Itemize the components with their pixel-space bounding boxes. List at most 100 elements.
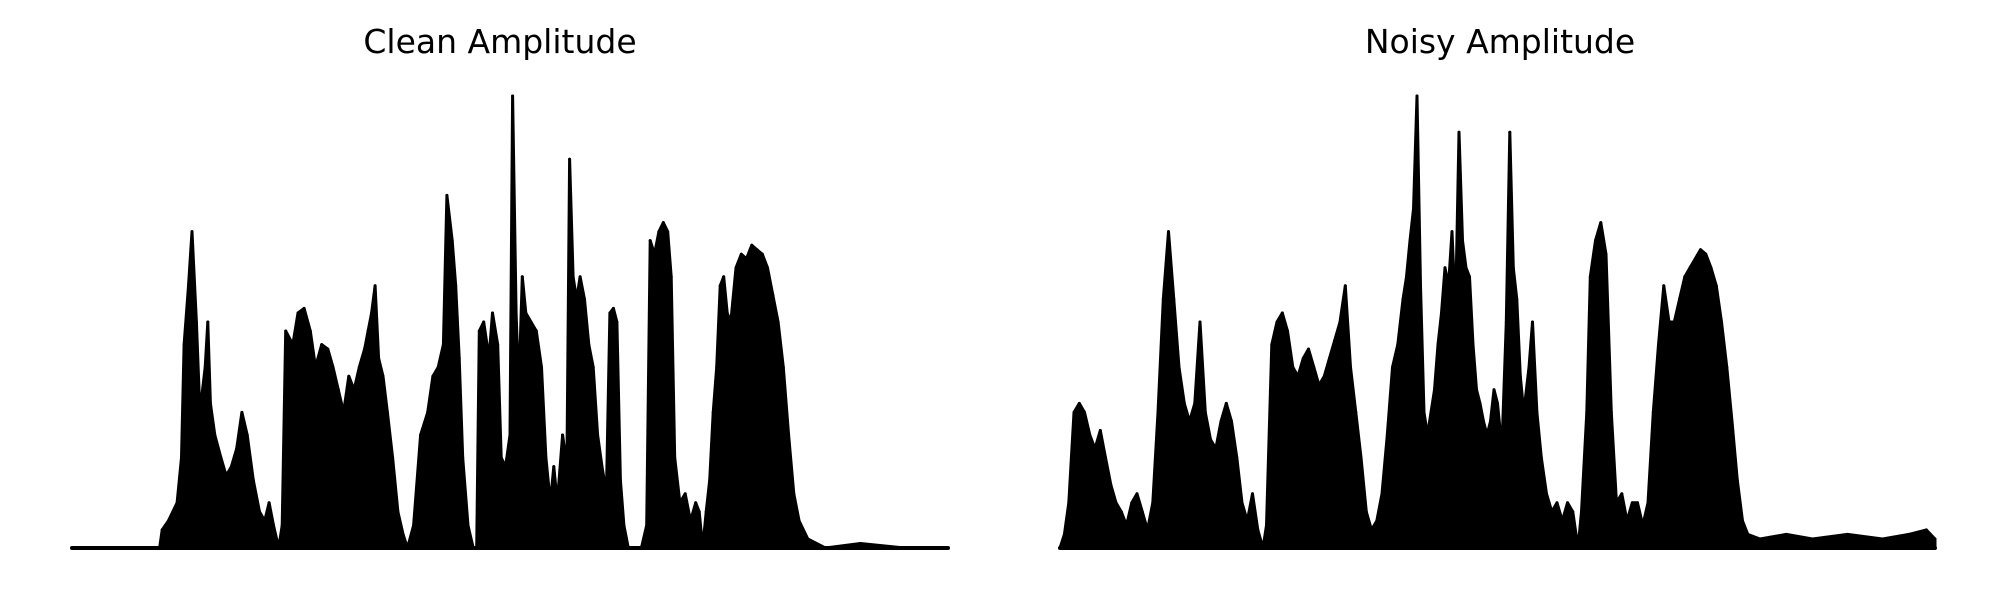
amplitude-point (1641, 523, 1645, 527)
amplitude-point (1156, 410, 1160, 414)
amplitude-point (648, 239, 652, 243)
amplitude-point (1735, 478, 1739, 482)
amplitude-point (534, 329, 538, 333)
amplitude-point (1265, 523, 1268, 527)
amplitude-point (766, 266, 769, 270)
amplitude-area (70, 94, 950, 550)
amplitude-point (600, 465, 604, 469)
amplitude-point (781, 365, 785, 369)
amplitude-point (639, 546, 643, 550)
amplitude-point (1172, 297, 1176, 301)
amplitude-point (477, 329, 481, 333)
amplitude-point (284, 329, 288, 333)
amplitude-point (1545, 492, 1548, 496)
amplitude-point (224, 474, 228, 478)
amplitude-point (858, 542, 862, 545)
amplitude-point (1328, 356, 1331, 360)
amplitude-point (1209, 438, 1212, 441)
amplitude-point (291, 343, 295, 347)
amplitude-point (611, 306, 615, 310)
amplitude-point (548, 501, 552, 505)
amplitude-point (1296, 374, 1300, 378)
amplitude-point (697, 510, 701, 514)
amplitude-point (1307, 347, 1310, 351)
amplitude-point (704, 510, 708, 514)
amplitude-point (1088, 433, 1092, 437)
amplitude-point (1667, 320, 1671, 324)
amplitude-point (1464, 266, 1468, 270)
amplitude-point (1504, 320, 1508, 324)
amplitude-point (1224, 401, 1228, 405)
amplitude-point (280, 523, 284, 527)
amplitude-point (760, 252, 764, 256)
amplitude-point (258, 510, 261, 514)
amplitude-point (302, 306, 306, 310)
amplitude-point (1604, 252, 1608, 256)
amplitude-point (213, 433, 217, 437)
amplitude-point (1907, 532, 1911, 536)
amplitude-point (166, 519, 170, 523)
amplitude-point (1291, 365, 1295, 369)
amplitude-point (578, 275, 582, 279)
amplitude-point (626, 546, 630, 550)
amplitude-point (1704, 252, 1708, 256)
amplitude-point (229, 465, 233, 469)
amplitude-point (565, 465, 569, 469)
amplitude-point (653, 252, 656, 256)
amplitude-point (1317, 383, 1321, 387)
amplitude-point (1359, 456, 1363, 460)
amplitude-point (1527, 365, 1531, 369)
amplitude-point (552, 465, 556, 469)
amplitude-point (561, 433, 565, 437)
amplitude-point (618, 478, 622, 482)
amplitude-point (1058, 546, 1062, 550)
amplitude-point (466, 523, 470, 527)
amplitude-point (745, 257, 748, 261)
amplitude-point (1846, 532, 1849, 536)
amplitude-point (475, 546, 479, 550)
amplitude-point (160, 528, 164, 532)
amplitude-point (190, 230, 194, 234)
amplitude-point (401, 532, 405, 536)
amplitude-point (1699, 248, 1702, 252)
amplitude-point (729, 320, 733, 324)
amplitude-point (1746, 532, 1750, 536)
amplitude-point (1566, 501, 1569, 505)
amplitude-point (666, 230, 670, 234)
amplitude-point (331, 365, 335, 369)
amplitude-point (797, 519, 801, 523)
amplitude-point (750, 243, 754, 247)
amplitude-point (755, 248, 759, 252)
amplitude-point (517, 388, 521, 392)
amplitude-point (511, 94, 515, 98)
amplitude-point (1758, 537, 1762, 541)
amplitude-point (1881, 537, 1884, 541)
amplitude-point (1312, 365, 1316, 369)
amplitude-point (1496, 401, 1499, 405)
amplitude-point (1203, 410, 1207, 414)
amplitude-point (591, 365, 595, 369)
amplitude-point (1270, 343, 1274, 347)
amplitude-point (1167, 230, 1170, 234)
amplitude-point (1214, 447, 1218, 451)
amplitude-point (1457, 130, 1461, 134)
amplitude-point (1482, 419, 1485, 423)
amplitude-point (352, 388, 356, 392)
amplitude-point (739, 252, 743, 256)
amplitude-point (320, 343, 324, 347)
amplitude-point (1333, 338, 1337, 342)
amplitude-point (308, 329, 312, 333)
amplitude-point (596, 433, 600, 437)
amplitude-point (1585, 410, 1589, 414)
amplitude-point (1450, 230, 1454, 234)
amplitude-point (1251, 492, 1254, 496)
amplitude-point (1286, 329, 1289, 333)
amplitude-point (377, 356, 381, 360)
amplitude-point (645, 523, 649, 527)
chart-title: Noisy Amplitude (1364, 22, 1636, 61)
amplitude-point (385, 410, 389, 414)
amplitude-point (806, 537, 810, 541)
amplitude-point (1375, 519, 1379, 523)
amplitude-point (1415, 94, 1419, 98)
amplitude-point (1625, 519, 1629, 523)
